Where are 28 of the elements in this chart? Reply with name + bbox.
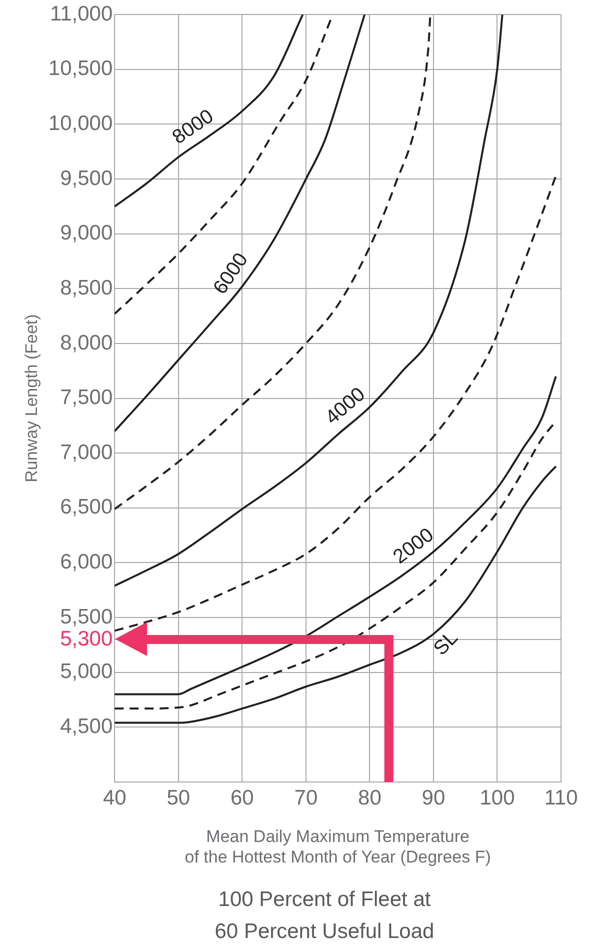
- y-tick-label: 4,500: [60, 714, 113, 738]
- y-tick-label: 8,000: [60, 331, 113, 354]
- x-tick-label: 70: [294, 786, 318, 810]
- y-tick-label: 7,000: [60, 440, 113, 464]
- x-tick-label: 40: [102, 786, 126, 810]
- y-tick-label: 9,000: [60, 222, 113, 245]
- x-tick-label: 50: [166, 786, 190, 810]
- text: SL: [430, 626, 462, 660]
- y-tick-label: 11,000: [50, 2, 113, 26]
- y-tick-label: 6,000: [60, 550, 113, 574]
- x-tick-label: 100: [480, 786, 515, 810]
- y-tick-label: 5,000: [60, 660, 113, 684]
- x-tick-label: 60: [230, 786, 254, 810]
- x-tick-label: 80: [358, 786, 382, 810]
- y-tick-label: 9,500: [60, 166, 113, 190]
- y-axis-title: Runway Length (Feet): [22, 314, 41, 482]
- x-axis-title: Mean Daily Maximum Temperature of the Hottest Month of Year (Degrees F): [184, 827, 491, 866]
- y-tick-label: 10,500: [48, 57, 113, 80]
- x-tick-label: 90: [422, 786, 446, 810]
- y-tick-label: 6,500: [60, 496, 113, 519]
- y-tick-label: 10,000: [48, 112, 113, 136]
- y-tick-label: 7,500: [60, 386, 113, 410]
- y-tick-label: 5,300: [60, 627, 113, 650]
- text: 100 Percent of Fleet at 60 Percent Useful Load: [214, 887, 436, 945]
- text: 8000: [168, 105, 218, 149]
- y-tick-label: 5,500: [60, 605, 113, 628]
- y-tick-label: 8,500: [60, 276, 113, 300]
- x-tick-label: 110: [544, 786, 578, 810]
